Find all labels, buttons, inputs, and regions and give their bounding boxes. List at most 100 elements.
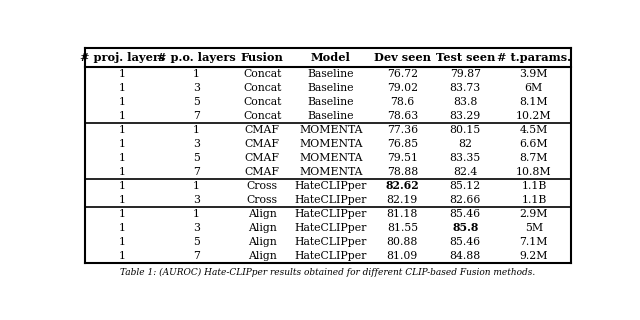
Text: 85.12: 85.12 — [450, 181, 481, 191]
Text: 76.85: 76.85 — [387, 139, 418, 149]
Text: 1: 1 — [118, 125, 125, 135]
Text: MOMENTA: MOMENTA — [299, 139, 363, 149]
Text: 83.29: 83.29 — [450, 111, 481, 121]
Text: 1.1B: 1.1B — [521, 195, 547, 205]
Text: 85.46: 85.46 — [450, 237, 481, 247]
Text: 79.87: 79.87 — [450, 69, 481, 79]
Text: HateCLIPper: HateCLIPper — [294, 181, 367, 191]
Text: 1: 1 — [118, 139, 125, 149]
Text: 1: 1 — [118, 223, 125, 233]
Text: 3: 3 — [193, 195, 200, 205]
Text: 78.88: 78.88 — [387, 167, 418, 177]
Text: CMAF: CMAF — [244, 125, 280, 135]
Text: 84.88: 84.88 — [450, 251, 481, 261]
Text: HateCLIPper: HateCLIPper — [294, 223, 367, 233]
Text: Dev seen: Dev seen — [374, 52, 431, 63]
Text: 76.72: 76.72 — [387, 69, 418, 79]
Text: 81.55: 81.55 — [387, 223, 418, 233]
Text: 82.19: 82.19 — [387, 195, 418, 205]
Text: 10.8M: 10.8M — [516, 167, 552, 177]
Text: 8.7M: 8.7M — [520, 153, 548, 163]
Text: 83.73: 83.73 — [450, 83, 481, 93]
Text: 82.4: 82.4 — [453, 167, 477, 177]
Text: 8.1M: 8.1M — [520, 97, 548, 107]
Text: 5: 5 — [193, 237, 200, 247]
Text: 83.8: 83.8 — [453, 97, 477, 107]
Text: 1: 1 — [193, 209, 200, 219]
Text: Model: Model — [311, 52, 351, 63]
Text: 7: 7 — [193, 111, 200, 121]
Text: 1: 1 — [118, 69, 125, 79]
Text: 7: 7 — [193, 167, 200, 177]
Text: CMAF: CMAF — [244, 167, 280, 177]
Text: 2.9M: 2.9M — [520, 209, 548, 219]
Text: 1: 1 — [118, 251, 125, 261]
Text: 78.6: 78.6 — [390, 97, 415, 107]
Text: 3: 3 — [193, 83, 200, 93]
Text: 6M: 6M — [525, 83, 543, 93]
Text: 81.09: 81.09 — [387, 251, 418, 261]
Text: Baseline: Baseline — [308, 69, 354, 79]
Text: 1: 1 — [118, 167, 125, 177]
Text: 6.6M: 6.6M — [520, 139, 548, 149]
Text: 1: 1 — [118, 237, 125, 247]
Text: Baseline: Baseline — [308, 83, 354, 93]
Text: Align: Align — [248, 251, 276, 261]
Text: 1: 1 — [118, 195, 125, 205]
Text: MOMENTA: MOMENTA — [299, 167, 363, 177]
Text: 10.2M: 10.2M — [516, 111, 552, 121]
Text: 85.8: 85.8 — [452, 222, 479, 233]
Text: Concat: Concat — [243, 83, 282, 93]
Text: 5: 5 — [193, 153, 200, 163]
Text: 1.1B: 1.1B — [521, 181, 547, 191]
Text: CMAF: CMAF — [244, 153, 280, 163]
Text: 81.18: 81.18 — [387, 209, 418, 219]
Text: 79.02: 79.02 — [387, 83, 418, 93]
Text: 1: 1 — [118, 111, 125, 121]
Text: # proj. layers: # proj. layers — [79, 52, 164, 63]
Text: Align: Align — [248, 223, 276, 233]
Text: 1: 1 — [118, 83, 125, 93]
Text: Concat: Concat — [243, 69, 282, 79]
Text: CMAF: CMAF — [244, 139, 280, 149]
Text: 77.36: 77.36 — [387, 125, 418, 135]
Text: 3: 3 — [193, 139, 200, 149]
Text: Table 1: (AUROC) Hate-CLIPper results obtained for different CLIP-based Fusion m: Table 1: (AUROC) Hate-CLIPper results ob… — [120, 268, 536, 277]
Text: MOMENTA: MOMENTA — [299, 125, 363, 135]
Text: HateCLIPper: HateCLIPper — [294, 237, 367, 247]
Text: 1: 1 — [118, 181, 125, 191]
Text: Cross: Cross — [247, 195, 278, 205]
Text: Cross: Cross — [247, 181, 278, 191]
Text: Concat: Concat — [243, 97, 282, 107]
Text: Concat: Concat — [243, 111, 282, 121]
Text: 4.5M: 4.5M — [520, 125, 548, 135]
Text: # t.params.: # t.params. — [497, 52, 571, 63]
Text: 1: 1 — [118, 209, 125, 219]
Text: 82.62: 82.62 — [385, 180, 419, 191]
Text: 5: 5 — [193, 97, 200, 107]
Text: HateCLIPper: HateCLIPper — [294, 251, 367, 261]
Text: 7: 7 — [193, 251, 200, 261]
Text: # p.o. layers: # p.o. layers — [157, 52, 236, 63]
Text: Align: Align — [248, 209, 276, 219]
Text: Baseline: Baseline — [308, 97, 354, 107]
Text: 3.9M: 3.9M — [520, 69, 548, 79]
Text: 1: 1 — [118, 153, 125, 163]
Text: 79.51: 79.51 — [387, 153, 418, 163]
Text: 82.66: 82.66 — [449, 195, 481, 205]
Text: 78.63: 78.63 — [387, 111, 418, 121]
Text: 85.46: 85.46 — [450, 209, 481, 219]
Text: 1: 1 — [193, 181, 200, 191]
Text: 80.88: 80.88 — [387, 237, 418, 247]
Text: 83.35: 83.35 — [450, 153, 481, 163]
Text: HateCLIPper: HateCLIPper — [294, 209, 367, 219]
Text: 1: 1 — [193, 125, 200, 135]
Text: 3: 3 — [193, 223, 200, 233]
Text: 5M: 5M — [525, 223, 543, 233]
Text: 82: 82 — [458, 139, 472, 149]
Text: 80.15: 80.15 — [450, 125, 481, 135]
Text: 7.1M: 7.1M — [520, 237, 548, 247]
Text: 9.2M: 9.2M — [520, 251, 548, 261]
Text: HateCLIPper: HateCLIPper — [294, 195, 367, 205]
Text: Test seen: Test seen — [436, 52, 495, 63]
